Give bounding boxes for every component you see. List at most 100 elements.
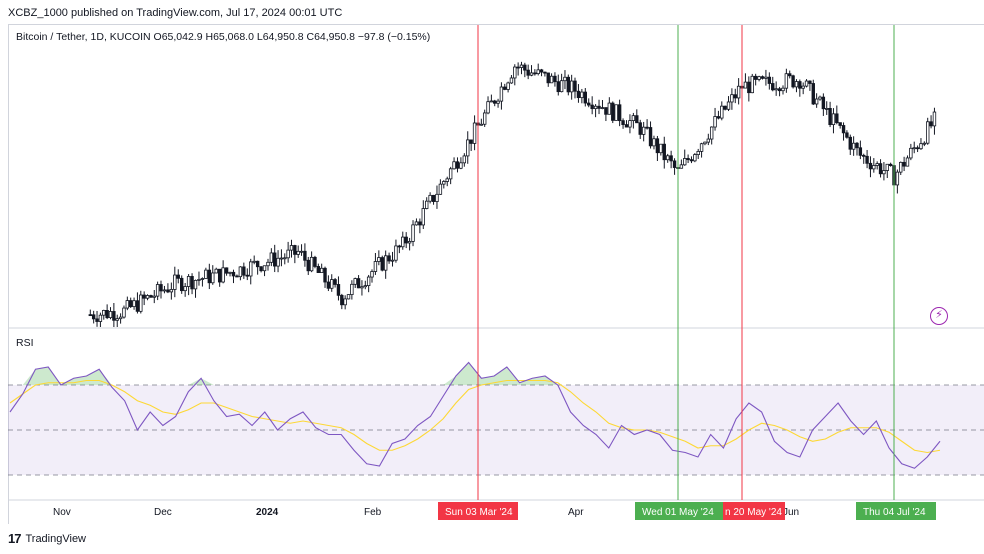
candle-body bbox=[455, 161, 460, 169]
candle-body bbox=[245, 274, 249, 277]
candle-body bbox=[493, 100, 497, 104]
candle-body bbox=[513, 66, 517, 79]
candle-body bbox=[350, 283, 354, 295]
rsi-overbought-fill bbox=[10, 362, 940, 385]
candle-body bbox=[808, 80, 812, 84]
candle-body bbox=[553, 75, 557, 83]
candle-body bbox=[781, 87, 785, 92]
candle-body bbox=[818, 96, 822, 100]
candle-body bbox=[801, 85, 805, 89]
marker-lines bbox=[477, 25, 895, 500]
candle-body bbox=[573, 80, 577, 92]
candle-body bbox=[482, 112, 487, 125]
candle-body bbox=[180, 277, 184, 292]
candle-body bbox=[686, 158, 690, 161]
candle-body bbox=[108, 311, 113, 319]
candle-body bbox=[193, 279, 198, 290]
candle-body bbox=[757, 76, 761, 80]
candle-body bbox=[276, 257, 280, 267]
candle-body bbox=[902, 161, 906, 167]
candle-body bbox=[499, 86, 504, 102]
candle-body bbox=[139, 294, 143, 312]
candle-body bbox=[438, 183, 443, 195]
candle-body bbox=[112, 311, 116, 321]
candle-body bbox=[95, 318, 99, 322]
candle-body bbox=[821, 96, 826, 110]
marker-label-bg-may20 bbox=[723, 502, 785, 520]
candle-body bbox=[459, 162, 463, 169]
candle-body bbox=[452, 161, 456, 170]
candle-body bbox=[469, 139, 473, 144]
x-tick-2024: 2024 bbox=[256, 507, 279, 518]
candle-body bbox=[659, 143, 663, 154]
candle-body bbox=[679, 164, 684, 169]
candle-body bbox=[583, 91, 587, 104]
candle-body bbox=[743, 81, 748, 89]
candle-body bbox=[445, 178, 449, 182]
candle-body bbox=[899, 161, 903, 173]
candle-body bbox=[764, 76, 768, 79]
symbol-legend[interactable]: Bitcoin / Tether, 1D, KUCOIN O65,042.9 H… bbox=[16, 31, 431, 43]
candle-body bbox=[600, 107, 605, 109]
candle-body bbox=[831, 113, 836, 126]
candle-body bbox=[207, 269, 212, 284]
candle-body bbox=[442, 181, 446, 185]
candle-body bbox=[794, 81, 799, 88]
candle-body bbox=[435, 193, 439, 202]
candle-body bbox=[576, 90, 581, 99]
candle-body bbox=[593, 105, 598, 110]
candle-body bbox=[377, 257, 381, 262]
candle-body bbox=[296, 250, 300, 255]
candle-body bbox=[523, 64, 527, 71]
candle-body bbox=[98, 314, 103, 322]
lightning-icon[interactable]: ⚡ bbox=[930, 307, 948, 325]
candle-body bbox=[760, 76, 765, 79]
rsi-legend[interactable]: RSI bbox=[16, 337, 34, 349]
candle-body bbox=[519, 64, 524, 68]
candle-body bbox=[720, 105, 724, 119]
candle-body bbox=[645, 126, 649, 129]
candle-body bbox=[529, 72, 534, 76]
candle-body bbox=[159, 284, 163, 292]
candle-body bbox=[169, 289, 174, 293]
price-pane bbox=[88, 61, 937, 327]
candle-body bbox=[828, 107, 832, 126]
candle-body bbox=[716, 116, 721, 119]
candle-body bbox=[533, 72, 537, 75]
x-tick-jun: Jun bbox=[783, 507, 799, 518]
candle-body bbox=[242, 266, 246, 276]
candle-body bbox=[845, 132, 849, 138]
candle-body bbox=[662, 143, 666, 161]
x-tick-feb: Feb bbox=[364, 507, 382, 518]
candle-body bbox=[607, 102, 612, 115]
candle-body bbox=[909, 147, 913, 159]
candle-body bbox=[286, 249, 290, 259]
candle-body bbox=[152, 295, 156, 298]
marker-label-bg-jul04 bbox=[856, 502, 936, 520]
candle-body bbox=[915, 147, 920, 150]
candle-body bbox=[509, 77, 514, 84]
candle-body bbox=[784, 73, 789, 89]
candle-body bbox=[855, 142, 859, 149]
candle-body bbox=[293, 245, 297, 255]
candle-body bbox=[88, 314, 92, 317]
marker-label-bg-may01 bbox=[635, 502, 723, 520]
rsi-line bbox=[9, 361, 941, 469]
candle-body bbox=[360, 286, 364, 289]
candle-body bbox=[655, 138, 660, 154]
candle-body bbox=[536, 69, 540, 74]
candle-body bbox=[313, 256, 317, 267]
candle-body bbox=[266, 261, 270, 267]
candle-body bbox=[383, 255, 388, 271]
candle-body bbox=[709, 126, 714, 140]
candle-body bbox=[590, 104, 594, 110]
candle-body bbox=[306, 259, 310, 272]
candle-body bbox=[624, 124, 629, 128]
candle-body bbox=[132, 300, 136, 308]
candle-body bbox=[652, 138, 656, 147]
candle-body bbox=[128, 300, 133, 308]
candle-body bbox=[683, 158, 687, 166]
candle-body bbox=[774, 88, 778, 91]
candle-body bbox=[713, 116, 717, 128]
